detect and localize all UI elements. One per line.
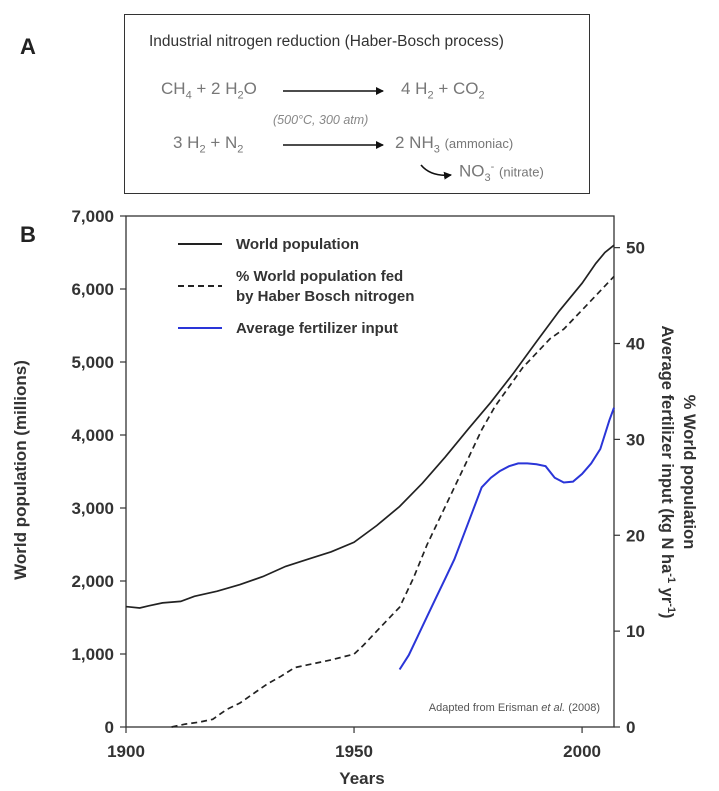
right-tick-label: 30 <box>626 430 645 449</box>
right-tick-label: 0 <box>626 718 635 737</box>
legend-label-2: % World population fed <box>236 268 403 285</box>
equation-1-reactants: CH4 + 2 H2O <box>161 79 257 102</box>
series-line-2 <box>171 275 615 728</box>
x-tick-label: 1950 <box>335 742 373 761</box>
population-fertilizer-chart: 0 1,000 2,000 3,000 4,000 5,000 6,000 7,000 0 10 2… <box>11 207 698 788</box>
reaction-conditions: (500°C, 300 atm) <box>273 113 369 127</box>
equation-1-products: 4 H2 + CO2 <box>401 79 485 102</box>
left-tick-label: 1,000 <box>71 645 114 664</box>
equation-2-products: 2 NH3 (ammoniac) <box>395 133 514 156</box>
legend-label-1: World population <box>236 236 359 253</box>
left-tick-label: 2,000 <box>71 572 114 591</box>
left-tick-label: 7,000 <box>71 207 114 226</box>
haber-bosch-title: Industrial nitrogen reduction (Haber-Bos… <box>149 33 504 50</box>
right-axis-label-1: % World population <box>680 395 698 550</box>
right-tick-label: 20 <box>626 526 645 545</box>
x-tick-label: 1900 <box>107 742 145 761</box>
haber-bosch-box: Industrial nitrogen reduction (Haber-Bos… <box>124 14 590 194</box>
left-tick-label: 0 <box>105 718 114 737</box>
left-axis-label: World population (millions) <box>11 360 30 580</box>
series-line-3 <box>398 407 615 671</box>
arrow-nitrate <box>420 164 452 180</box>
source-annotation: Adapted from Erisman et al. (2008) <box>429 702 600 714</box>
right-tick-label: 40 <box>626 335 645 354</box>
equation-2-reactants: 3 H2 + N2 <box>173 133 244 156</box>
legend-label-3: Average fertilizer input <box>236 320 398 337</box>
x-axis-label: Years <box>339 769 384 788</box>
series-line-1 <box>125 244 615 609</box>
plot-frame <box>125 215 615 728</box>
left-tick-label: 3,000 <box>71 499 114 518</box>
right-tick-label: 10 <box>626 622 645 641</box>
nitrate-product: NO3- (nitrate) <box>459 161 544 185</box>
x-tick-label: 2000 <box>563 742 601 761</box>
right-tick-label: 50 <box>626 239 645 258</box>
panel-a-letter: A <box>20 34 36 59</box>
panel-b-letter: B <box>20 222 36 247</box>
legend-label-2: by Haber Bosch nitrogen <box>236 288 414 305</box>
left-tick-label: 5,000 <box>71 353 114 372</box>
left-tick-label: 4,000 <box>71 426 114 445</box>
left-tick-label: 6,000 <box>71 280 114 299</box>
right-axis-label-2: Average fertilizer input (kg N ha-1 yr-1… <box>658 325 677 618</box>
